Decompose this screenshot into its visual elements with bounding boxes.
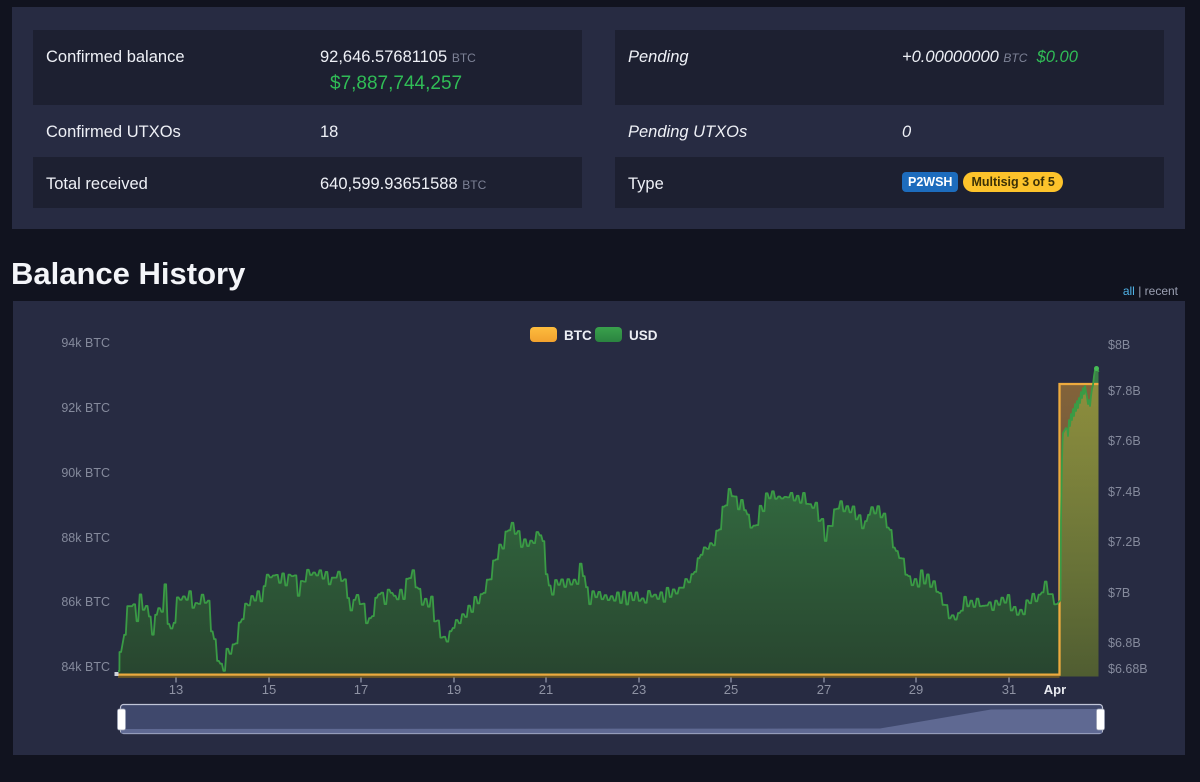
svg-text:$8B: $8B: [1108, 338, 1130, 352]
svg-text:19: 19: [447, 682, 461, 697]
svg-text:$7.8B: $7.8B: [1108, 384, 1141, 398]
svg-text:27: 27: [817, 682, 831, 697]
svg-text:31: 31: [1002, 682, 1016, 697]
svg-text:BTC: BTC: [564, 328, 592, 343]
svg-text:29: 29: [909, 682, 923, 697]
svg-text:90k BTC: 90k BTC: [61, 466, 110, 480]
svg-text:84k BTC: 84k BTC: [61, 660, 110, 674]
svg-text:17: 17: [354, 682, 368, 697]
svg-text:23: 23: [632, 682, 646, 697]
svg-text:86k BTC: 86k BTC: [61, 595, 110, 609]
svg-text:25: 25: [724, 682, 738, 697]
svg-text:21: 21: [539, 682, 553, 697]
svg-text:USD: USD: [629, 328, 658, 343]
svg-text:$7.4B: $7.4B: [1108, 485, 1141, 499]
svg-text:$7.6B: $7.6B: [1108, 434, 1141, 448]
svg-text:94k BTC: 94k BTC: [61, 336, 110, 350]
svg-text:$7B: $7B: [1108, 586, 1130, 600]
svg-text:$7.2B: $7.2B: [1108, 535, 1141, 549]
svg-text:15: 15: [262, 682, 276, 697]
svg-text:92k BTC: 92k BTC: [61, 401, 110, 415]
svg-text:$6.8B: $6.8B: [1108, 636, 1141, 650]
svg-text:Apr: Apr: [1044, 682, 1066, 697]
svg-text:13: 13: [169, 682, 183, 697]
svg-text:$6.68B: $6.68B: [1108, 662, 1148, 676]
svg-text:88k BTC: 88k BTC: [61, 531, 110, 545]
